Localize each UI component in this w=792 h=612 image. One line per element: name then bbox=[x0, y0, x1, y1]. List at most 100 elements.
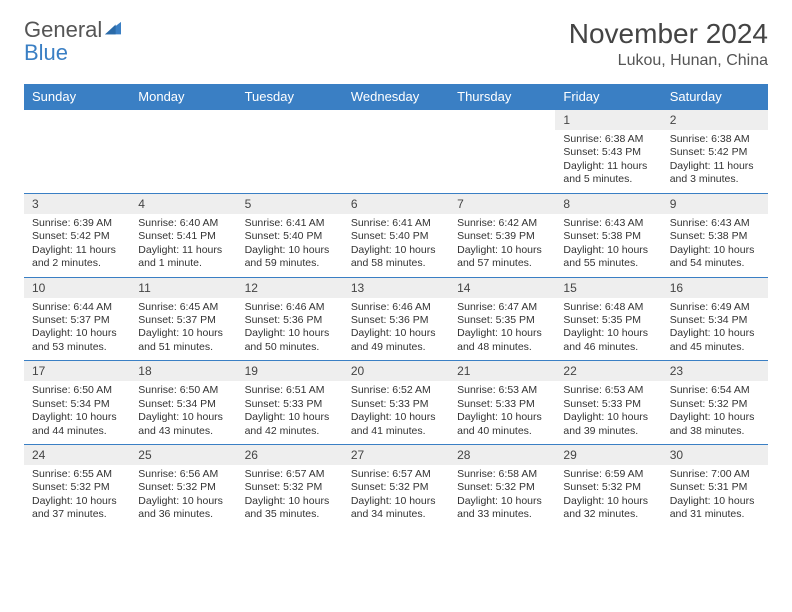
day-detail bbox=[130, 130, 236, 152]
weekday-header-row: SundayMondayTuesdayWednesdayThursdayFrid… bbox=[24, 84, 768, 110]
day-detail: Sunrise: 6:41 AMSunset: 5:40 PMDaylight:… bbox=[237, 214, 343, 277]
day-number: 9 bbox=[662, 194, 768, 214]
day-number: 8 bbox=[555, 194, 661, 214]
day-detail: Sunrise: 6:58 AMSunset: 5:32 PMDaylight:… bbox=[449, 465, 555, 528]
day-number: 14 bbox=[449, 278, 555, 298]
calendar-week-row: 1Sunrise: 6:38 AMSunset: 5:43 PMDaylight… bbox=[24, 110, 768, 194]
calendar-cell: 30Sunrise: 7:00 AMSunset: 5:31 PMDayligh… bbox=[662, 445, 768, 528]
calendar-cell: 10Sunrise: 6:44 AMSunset: 5:37 PMDayligh… bbox=[24, 277, 130, 361]
day-number: 2 bbox=[662, 110, 768, 130]
day-detail: Sunrise: 6:49 AMSunset: 5:34 PMDaylight:… bbox=[662, 298, 768, 361]
day-detail bbox=[449, 130, 555, 152]
day-detail: Sunrise: 6:46 AMSunset: 5:36 PMDaylight:… bbox=[237, 298, 343, 361]
calendar-cell: 18Sunrise: 6:50 AMSunset: 5:34 PMDayligh… bbox=[130, 361, 236, 445]
day-detail: Sunrise: 6:56 AMSunset: 5:32 PMDaylight:… bbox=[130, 465, 236, 528]
calendar-table: SundayMondayTuesdayWednesdayThursdayFrid… bbox=[24, 84, 768, 528]
day-detail: Sunrise: 6:51 AMSunset: 5:33 PMDaylight:… bbox=[237, 381, 343, 444]
day-detail: Sunrise: 6:48 AMSunset: 5:35 PMDaylight:… bbox=[555, 298, 661, 361]
day-number: 30 bbox=[662, 445, 768, 465]
calendar-cell: 20Sunrise: 6:52 AMSunset: 5:33 PMDayligh… bbox=[343, 361, 449, 445]
day-number: 10 bbox=[24, 278, 130, 298]
calendar-cell: 12Sunrise: 6:46 AMSunset: 5:36 PMDayligh… bbox=[237, 277, 343, 361]
calendar-cell: 17Sunrise: 6:50 AMSunset: 5:34 PMDayligh… bbox=[24, 361, 130, 445]
day-number: 1 bbox=[555, 110, 661, 130]
day-detail bbox=[24, 130, 130, 152]
sail-icon bbox=[103, 21, 123, 37]
calendar-cell: 25Sunrise: 6:56 AMSunset: 5:32 PMDayligh… bbox=[130, 445, 236, 528]
header: GeneralBlue November 2024 Lukou, Hunan, … bbox=[24, 18, 768, 70]
day-number: 25 bbox=[130, 445, 236, 465]
day-number: 4 bbox=[130, 194, 236, 214]
calendar-cell: 1Sunrise: 6:38 AMSunset: 5:43 PMDaylight… bbox=[555, 110, 661, 194]
calendar-cell: 2Sunrise: 6:38 AMSunset: 5:42 PMDaylight… bbox=[662, 110, 768, 194]
day-detail: Sunrise: 6:38 AMSunset: 5:43 PMDaylight:… bbox=[555, 130, 661, 193]
calendar-body: 1Sunrise: 6:38 AMSunset: 5:43 PMDaylight… bbox=[24, 110, 768, 528]
calendar-week-row: 10Sunrise: 6:44 AMSunset: 5:37 PMDayligh… bbox=[24, 277, 768, 361]
day-detail: Sunrise: 6:54 AMSunset: 5:32 PMDaylight:… bbox=[662, 381, 768, 444]
day-number: 3 bbox=[24, 194, 130, 214]
weekday-header: Wednesday bbox=[343, 84, 449, 110]
day-detail: Sunrise: 6:43 AMSunset: 5:38 PMDaylight:… bbox=[555, 214, 661, 277]
day-detail: Sunrise: 6:47 AMSunset: 5:35 PMDaylight:… bbox=[449, 298, 555, 361]
calendar-week-row: 24Sunrise: 6:55 AMSunset: 5:32 PMDayligh… bbox=[24, 445, 768, 528]
day-detail: Sunrise: 6:50 AMSunset: 5:34 PMDaylight:… bbox=[24, 381, 130, 444]
brand-part2: Blue bbox=[24, 40, 68, 65]
calendar-cell: 23Sunrise: 6:54 AMSunset: 5:32 PMDayligh… bbox=[662, 361, 768, 445]
calendar-cell: 9Sunrise: 6:43 AMSunset: 5:38 PMDaylight… bbox=[662, 193, 768, 277]
day-number: 27 bbox=[343, 445, 449, 465]
calendar-week-row: 17Sunrise: 6:50 AMSunset: 5:34 PMDayligh… bbox=[24, 361, 768, 445]
title-block: November 2024 Lukou, Hunan, China bbox=[569, 18, 768, 70]
day-number: 19 bbox=[237, 361, 343, 381]
day-number: 15 bbox=[555, 278, 661, 298]
calendar-cell: 24Sunrise: 6:55 AMSunset: 5:32 PMDayligh… bbox=[24, 445, 130, 528]
day-detail: Sunrise: 6:40 AMSunset: 5:41 PMDaylight:… bbox=[130, 214, 236, 277]
day-detail: Sunrise: 6:43 AMSunset: 5:38 PMDaylight:… bbox=[662, 214, 768, 277]
calendar-cell: 19Sunrise: 6:51 AMSunset: 5:33 PMDayligh… bbox=[237, 361, 343, 445]
day-detail: Sunrise: 6:57 AMSunset: 5:32 PMDaylight:… bbox=[237, 465, 343, 528]
calendar-cell: 14Sunrise: 6:47 AMSunset: 5:35 PMDayligh… bbox=[449, 277, 555, 361]
day-number: 13 bbox=[343, 278, 449, 298]
day-number: 28 bbox=[449, 445, 555, 465]
day-detail: Sunrise: 6:59 AMSunset: 5:32 PMDaylight:… bbox=[555, 465, 661, 528]
calendar-cell: 15Sunrise: 6:48 AMSunset: 5:35 PMDayligh… bbox=[555, 277, 661, 361]
day-number: 22 bbox=[555, 361, 661, 381]
weekday-header: Sunday bbox=[24, 84, 130, 110]
calendar-cell: 28Sunrise: 6:58 AMSunset: 5:32 PMDayligh… bbox=[449, 445, 555, 528]
calendar-cell bbox=[343, 110, 449, 194]
calendar-cell: 27Sunrise: 6:57 AMSunset: 5:32 PMDayligh… bbox=[343, 445, 449, 528]
day-number: 24 bbox=[24, 445, 130, 465]
calendar-cell bbox=[130, 110, 236, 194]
day-detail: Sunrise: 6:39 AMSunset: 5:42 PMDaylight:… bbox=[24, 214, 130, 277]
day-detail bbox=[237, 130, 343, 152]
weekday-header: Friday bbox=[555, 84, 661, 110]
calendar-cell bbox=[24, 110, 130, 194]
day-number: 26 bbox=[237, 445, 343, 465]
day-detail: Sunrise: 6:38 AMSunset: 5:42 PMDaylight:… bbox=[662, 130, 768, 193]
weekday-header: Saturday bbox=[662, 84, 768, 110]
calendar-cell bbox=[237, 110, 343, 194]
day-number: 6 bbox=[343, 194, 449, 214]
day-number: 21 bbox=[449, 361, 555, 381]
calendar-cell: 6Sunrise: 6:41 AMSunset: 5:40 PMDaylight… bbox=[343, 193, 449, 277]
calendar-cell: 4Sunrise: 6:40 AMSunset: 5:41 PMDaylight… bbox=[130, 193, 236, 277]
day-number: 18 bbox=[130, 361, 236, 381]
brand-part1: General bbox=[24, 17, 102, 42]
calendar-cell: 11Sunrise: 6:45 AMSunset: 5:37 PMDayligh… bbox=[130, 277, 236, 361]
calendar-week-row: 3Sunrise: 6:39 AMSunset: 5:42 PMDaylight… bbox=[24, 193, 768, 277]
day-detail: Sunrise: 6:57 AMSunset: 5:32 PMDaylight:… bbox=[343, 465, 449, 528]
calendar-cell: 29Sunrise: 6:59 AMSunset: 5:32 PMDayligh… bbox=[555, 445, 661, 528]
day-detail: Sunrise: 6:53 AMSunset: 5:33 PMDaylight:… bbox=[555, 381, 661, 444]
day-detail: Sunrise: 6:42 AMSunset: 5:39 PMDaylight:… bbox=[449, 214, 555, 277]
calendar-cell: 16Sunrise: 6:49 AMSunset: 5:34 PMDayligh… bbox=[662, 277, 768, 361]
calendar-cell: 7Sunrise: 6:42 AMSunset: 5:39 PMDaylight… bbox=[449, 193, 555, 277]
day-detail: Sunrise: 6:55 AMSunset: 5:32 PMDaylight:… bbox=[24, 465, 130, 528]
day-number: 5 bbox=[237, 194, 343, 214]
calendar-cell: 22Sunrise: 6:53 AMSunset: 5:33 PMDayligh… bbox=[555, 361, 661, 445]
weekday-header: Thursday bbox=[449, 84, 555, 110]
brand-logo: GeneralBlue bbox=[24, 18, 123, 64]
day-number: 17 bbox=[24, 361, 130, 381]
day-detail: Sunrise: 7:00 AMSunset: 5:31 PMDaylight:… bbox=[662, 465, 768, 528]
location-label: Lukou, Hunan, China bbox=[569, 52, 768, 70]
day-number: 29 bbox=[555, 445, 661, 465]
calendar-cell: 13Sunrise: 6:46 AMSunset: 5:36 PMDayligh… bbox=[343, 277, 449, 361]
